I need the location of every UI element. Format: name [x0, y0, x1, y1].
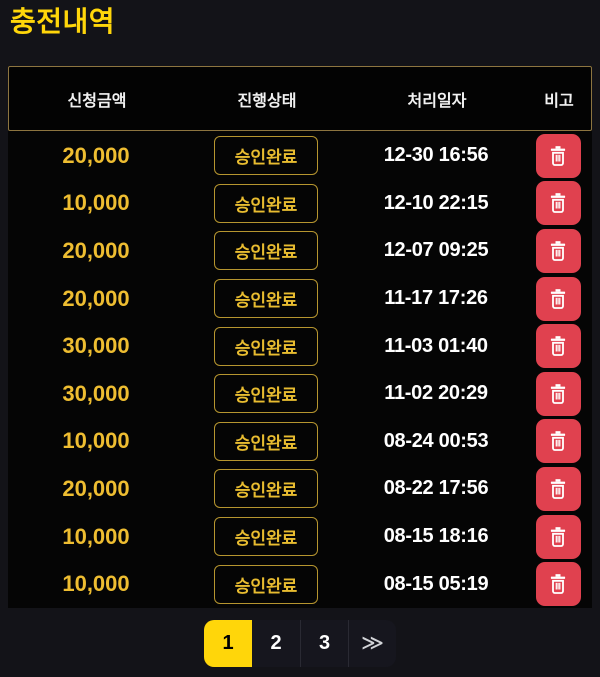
charge-history-table: 신청금액 진행상태 처리일자 비고 20,000 승인완료 12-30 16:5… [8, 66, 592, 608]
processed-date: 08-15 05:19 [383, 572, 489, 595]
status-button[interactable]: 승인완료 [214, 231, 318, 271]
delete-button[interactable] [535, 514, 581, 559]
trash-icon [550, 241, 566, 261]
processed-date: 12-30 16:56 [383, 144, 489, 167]
delete-button[interactable] [535, 371, 581, 416]
trash-icon [550, 193, 566, 214]
status-button[interactable]: 승인완료 [214, 517, 318, 557]
header-amount: 신청금액 [67, 92, 127, 110]
delete-button[interactable] [535, 466, 581, 511]
trash-icon [550, 574, 566, 595]
trash-icon [550, 431, 566, 452]
amount-value: 10,000 [62, 523, 130, 549]
table-row: 20,000 승인완료 11-17 17:26 [8, 275, 592, 323]
delete-button[interactable] [535, 181, 581, 226]
processed-date: 11-17 17:26 [384, 287, 488, 310]
amount-value: 30,000 [62, 333, 130, 359]
table-row: 30,000 승인완료 11-02 20:29 [8, 370, 592, 418]
processed-date: 11-02 20:29 [384, 382, 488, 405]
header-note: 비고 [544, 92, 574, 110]
table-row: 10,000 승인완료 08-24 00:53 [8, 418, 592, 466]
amount-value: 10,000 [62, 571, 130, 597]
delete-button[interactable] [535, 562, 581, 607]
header-date: 처리일자 [407, 92, 467, 110]
amount-value: 30,000 [62, 380, 130, 406]
page-button-1[interactable]: 1 [204, 619, 252, 667]
status-button[interactable]: 승인완료 [214, 183, 318, 223]
processed-date: 12-10 22:15 [383, 191, 489, 214]
charge-history-page: 충전내역 신청금액 진행상태 처리일자 비고 20,000 승인완료 12-30… [0, 5, 600, 667]
table-header-row: 신청금액 진행상태 처리일자 비고 [8, 66, 592, 131]
status-button[interactable]: 승인완료 [214, 279, 318, 319]
table-body: 20,000 승인완료 12-30 16:56 10,000 승인완료 12-1… [8, 131, 592, 608]
status-button[interactable]: 승인완료 [214, 564, 318, 604]
processed-date: 08-22 17:56 [383, 477, 489, 500]
table-row: 10,000 승인완료 12-10 22:15 [8, 180, 592, 228]
trash-icon [550, 383, 566, 404]
trash-icon [550, 145, 566, 166]
amount-value: 20,000 [62, 285, 130, 311]
processed-date: 11-03 01:40 [384, 334, 488, 357]
page-title: 충전내역 [10, 6, 116, 37]
page-button-2[interactable]: 2 [252, 619, 300, 667]
table-row: 10,000 승인완료 08-15 05:19 [8, 560, 592, 608]
trash-icon [550, 336, 566, 357]
trash-icon [550, 288, 566, 309]
amount-value: 20,000 [62, 237, 130, 263]
status-button[interactable]: 승인완료 [214, 374, 318, 414]
trash-icon [550, 479, 566, 499]
processed-date: 12-07 09:25 [383, 239, 489, 262]
processed-date: 08-15 18:16 [383, 525, 489, 548]
table-row: 20,000 승인완료 08-22 17:56 [8, 465, 592, 513]
status-button[interactable]: 승인완료 [214, 326, 318, 366]
amount-value: 20,000 [62, 475, 130, 501]
delete-button[interactable] [535, 228, 581, 273]
header-status: 진행상태 [237, 92, 297, 110]
table-row: 20,000 승인완료 12-30 16:56 [8, 132, 592, 180]
table-row: 10,000 승인완료 08-15 18:16 [8, 513, 592, 561]
delete-button[interactable] [535, 419, 581, 464]
status-button[interactable]: 승인완료 [214, 421, 318, 461]
trash-icon [550, 526, 566, 547]
processed-date: 08-24 00:53 [383, 429, 489, 452]
delete-button[interactable] [535, 276, 581, 321]
delete-button[interactable] [535, 133, 581, 178]
amount-value: 10,000 [62, 190, 130, 216]
pagination: 1 2 3 ≫ [0, 619, 600, 667]
table-row: 20,000 승인완료 12-07 09:25 [8, 227, 592, 275]
next-page-button[interactable]: ≫ [348, 619, 396, 667]
double-chevron-right-icon: ≫ [360, 630, 385, 656]
amount-value: 10,000 [62, 428, 130, 454]
status-button[interactable]: 승인완료 [214, 469, 318, 509]
table-row: 30,000 승인완료 11-03 01:40 [8, 322, 592, 370]
amount-value: 20,000 [62, 142, 130, 168]
delete-button[interactable] [535, 324, 581, 369]
page-button-3[interactable]: 3 [300, 619, 348, 667]
status-button[interactable]: 승인완료 [214, 136, 318, 176]
